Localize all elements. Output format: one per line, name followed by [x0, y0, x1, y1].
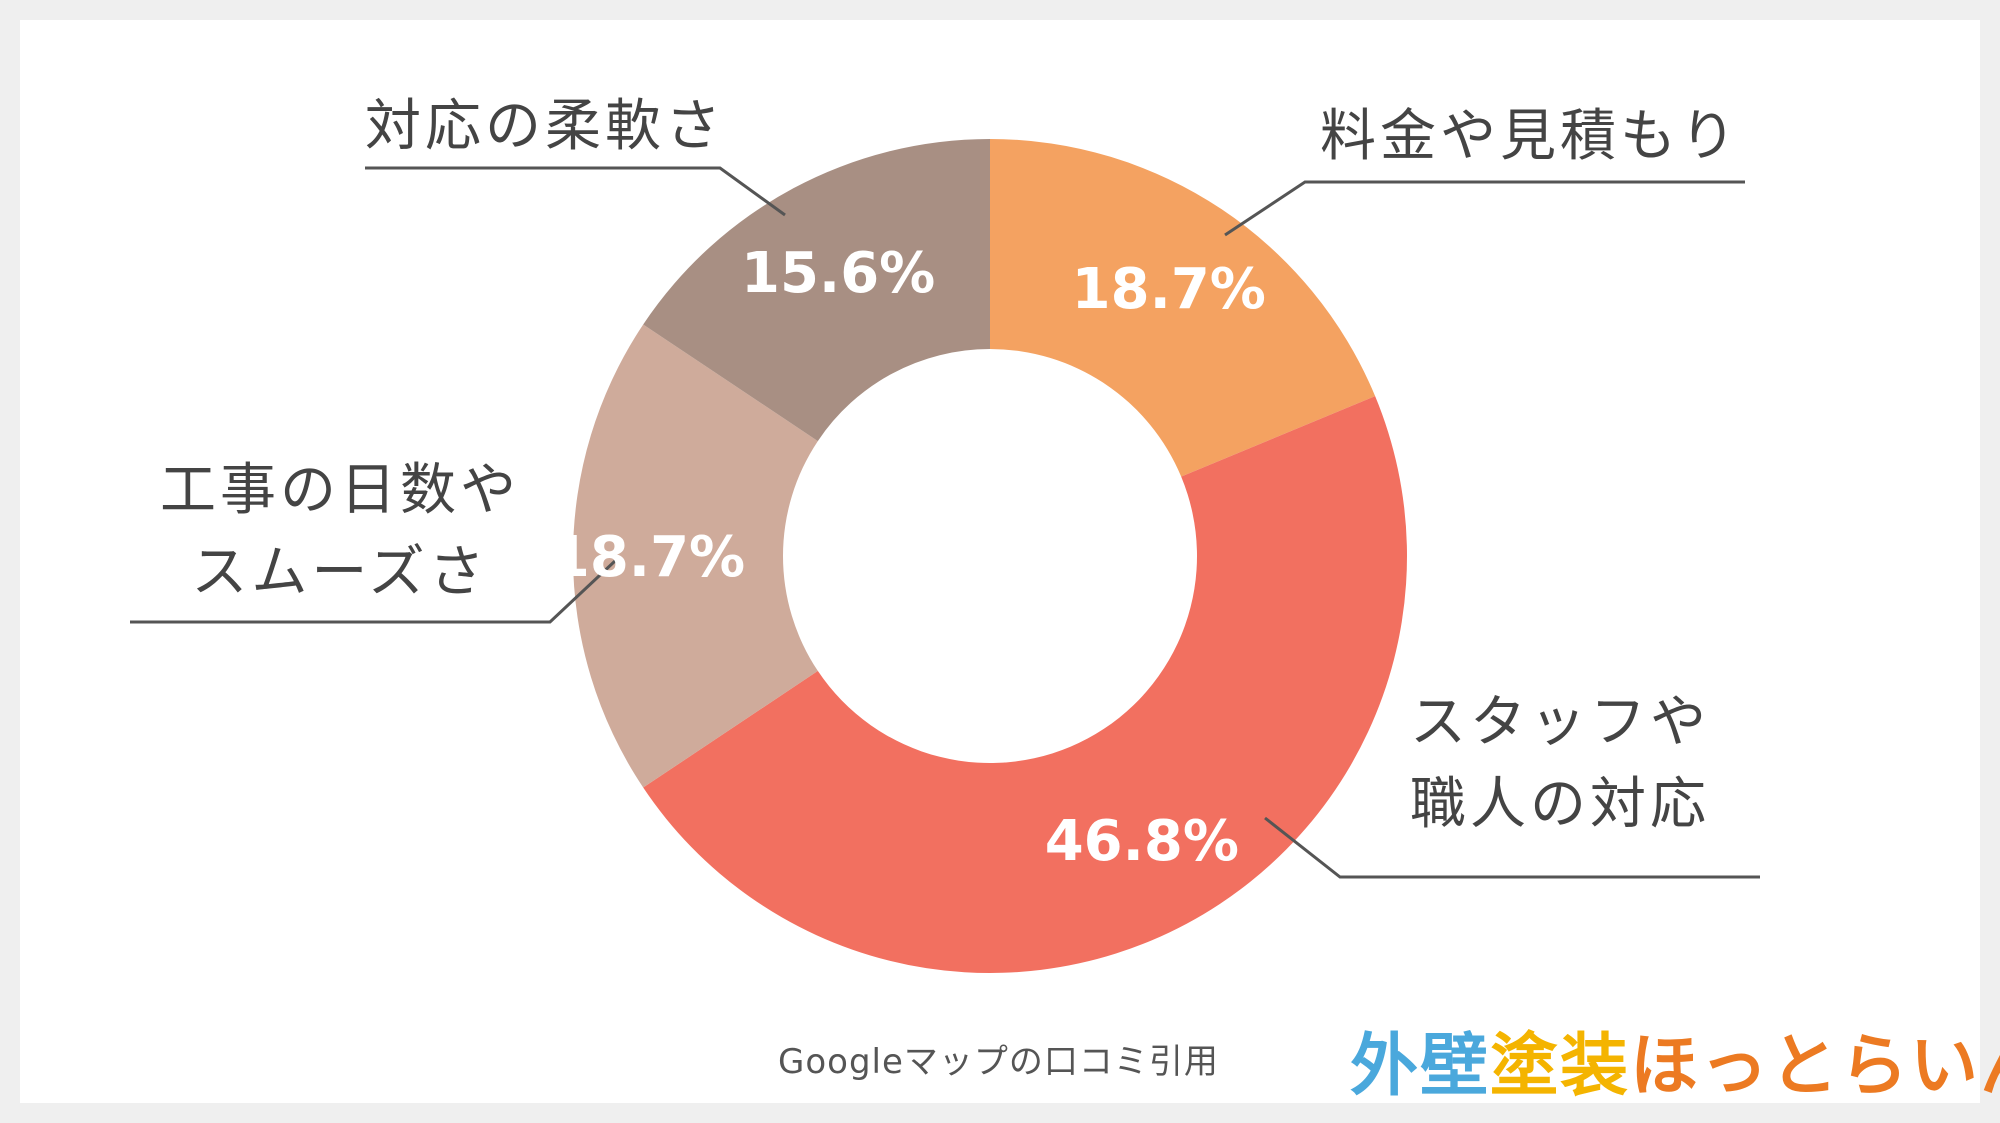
label-line: 職人の対応: [1410, 772, 1710, 837]
logo-part-3: ほっとらいん: [1630, 1027, 2000, 1106]
chart-card: 18.7% 46.8% 18.7% 15.6% 料金や見積もり スタッフや 職人の対応 …: [20, 20, 2000, 1106]
label-line: スムーズさ: [191, 540, 489, 605]
value-label-price-estimate: 18.7%: [1072, 257, 1266, 322]
leader-line-schedule-smoothness: [130, 559, 617, 624]
slice-staff-response: [643, 396, 1408, 974]
label-line: 工事の日数や: [160, 458, 520, 523]
label-line: スタッフや: [1410, 690, 1710, 755]
slice-label-price-estimate: 料金や見積もり: [1320, 104, 1740, 169]
slice-label-schedule-smoothness: 工事の日数や スムーズさ: [160, 450, 520, 614]
slice-label-staff-response: スタッフや職人の対応: [1410, 682, 1710, 846]
leader-line-flexibility: [365, 166, 786, 217]
slice-label-flexibility: 対応の柔軟さ: [365, 94, 725, 159]
value-label-staff-response: 46.8%: [1045, 809, 1239, 874]
slice-flexibility: [643, 139, 990, 442]
source-note: Googleマップの口コミ引用: [778, 1042, 1219, 1082]
leader-line-price-estimate: [1224, 180, 1745, 237]
value-label-flexibility: 15.6%: [741, 241, 935, 306]
logo-part-2: 塗装: [1490, 1027, 1631, 1106]
logo-part-1: 外壁: [1350, 1027, 1491, 1106]
slice-schedule-smoothness: [572, 324, 818, 788]
leader-line-staff-response: [1264, 816, 1760, 879]
donut-chart: 18.7% 46.8% 18.7% 15.6%: [130, 139, 1760, 974]
slice-price-estimate: [990, 139, 1376, 477]
brand-logo: 外壁塗装ほっとらいん: [1350, 1010, 2000, 1109]
value-label-schedule-smoothness: 18.7%: [551, 525, 745, 590]
